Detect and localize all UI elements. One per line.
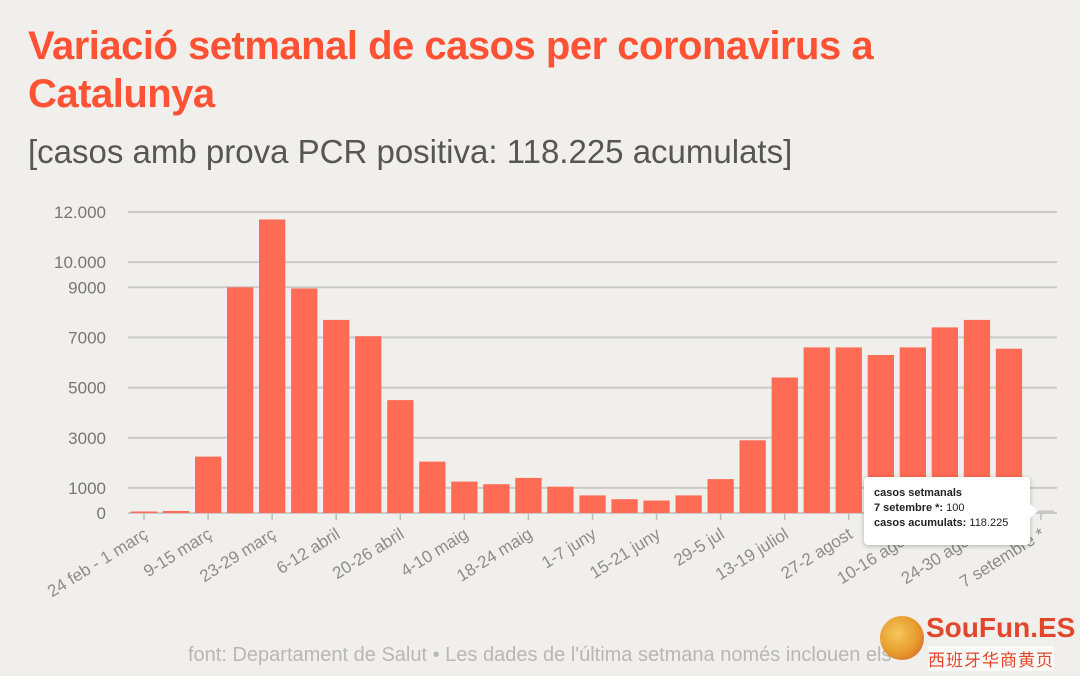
- y-axis: 0 1000 3000 5000 7000 9000 10.000 12.000: [54, 203, 106, 523]
- tooltip-heading: casos setmanals: [874, 487, 963, 499]
- bar[interactable]: [291, 288, 318, 514]
- y-tick-label: 1000: [68, 479, 106, 498]
- y-tick-label: 3000: [68, 429, 106, 448]
- x-tick-label: 13-19 juliol: [712, 524, 792, 584]
- bar[interactable]: [1027, 510, 1055, 514]
- bar[interactable]: [675, 495, 702, 513]
- y-tick-label: 5000: [68, 379, 106, 398]
- bar[interactable]: [771, 377, 798, 514]
- bar[interactable]: [835, 347, 862, 513]
- chart-title: Variació setmanal de casos per coronavir…: [28, 24, 874, 116]
- bar[interactable]: [803, 347, 830, 513]
- logo-name: SouFun.ES: [926, 612, 1076, 643]
- bar[interactable]: [355, 336, 382, 513]
- watermark-logo: SouFun.ES 西班牙华商黄页: [878, 608, 1076, 671]
- bar-tooltip: casos setmanals 7 setembre *: 100 casos …: [864, 477, 1030, 545]
- bar[interactable]: [579, 495, 606, 513]
- bar[interactable]: [739, 440, 766, 513]
- bar[interactable]: [707, 479, 734, 513]
- tooltip-pointer: [1030, 504, 1038, 518]
- bar[interactable]: [451, 481, 478, 513]
- y-tick-label: 0: [97, 504, 106, 523]
- bar[interactable]: [483, 484, 510, 513]
- y-tick-label: 9000: [68, 278, 106, 297]
- logo-tagline: 西班牙华商黄页: [928, 646, 1054, 671]
- sun-circle-icon: [880, 616, 924, 660]
- y-tick-label: 12.000: [54, 203, 106, 222]
- tooltip-week-label: 7 setembre *:: [874, 502, 944, 514]
- bar[interactable]: [323, 319, 350, 513]
- bar[interactable]: [419, 461, 446, 513]
- tooltip-cumulative-value: 118.225: [969, 517, 1009, 529]
- source-note: font: Departament de Salut • Les dades d…: [188, 644, 892, 666]
- y-tick-label: 10.000: [54, 253, 106, 272]
- bar[interactable]: [162, 511, 190, 513]
- bar[interactable]: [611, 499, 638, 513]
- y-tick-label: 7000: [68, 328, 106, 347]
- tooltip-week-value: 100: [946, 502, 965, 514]
- bar[interactable]: [227, 287, 254, 514]
- tooltip-cumulative-label: casos acumulats:: [874, 517, 967, 529]
- bar[interactable]: [195, 456, 222, 513]
- chart-subtitle: [casos amb prova PCR positiva: 118.225 a…: [28, 133, 793, 170]
- bar[interactable]: [259, 219, 286, 514]
- bar[interactable]: [130, 511, 158, 514]
- x-tick-label: 20-26 abril: [329, 524, 407, 583]
- bar[interactable]: [643, 500, 670, 514]
- x-tick-label: 24 feb - 1 març: [44, 524, 151, 601]
- x-tick-label: 15-21 juny: [586, 524, 664, 582]
- bar[interactable]: [547, 486, 574, 513]
- bar[interactable]: [515, 477, 542, 513]
- bars: [130, 219, 1055, 514]
- bar[interactable]: [387, 400, 414, 513]
